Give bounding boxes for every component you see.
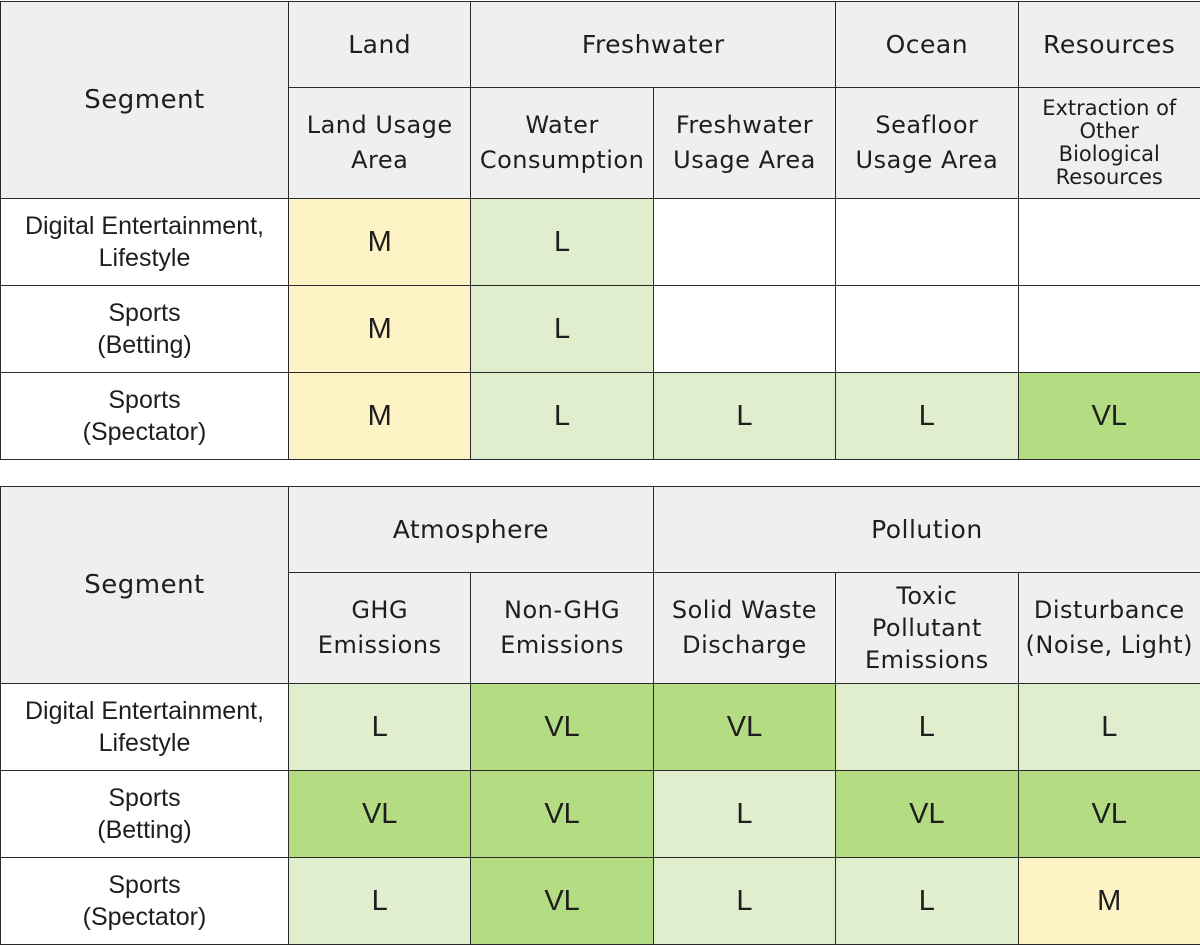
column-header-extraction-biological-resources: Extraction of Other Biological Resources [1017,87,1200,199]
impact-level-cell: L [287,857,472,945]
impact-level-cell: M [287,372,472,460]
segment-header: Segment [0,1,289,199]
table-row: Sports (Spectator) L VL L L M [0,857,1200,945]
column-header-solid-waste-discharge: Solid Waste Discharge [652,572,837,684]
segment-label-sports-betting: Sports (Betting) [0,770,289,858]
impact-level-cell: VL [287,770,472,858]
table-row: Sports (Betting) M L [0,285,1200,373]
column-header-disturbance: Disturbance (Noise, Light) [1017,572,1200,684]
impact-level-cell: L [652,857,837,945]
table-row: Digital Entertainment, Lifestyle L VL VL L L [0,683,1200,771]
segment-label-sports-spectator: Sports (Spectator) [0,857,289,945]
group-header-resources: Resources [1017,1,1200,88]
impact-level-cell [652,285,837,373]
impact-level-cell: L [652,770,837,858]
group-header-pollution: Pollution [652,486,1200,573]
column-header-land-usage-area: Land Usage Area [287,87,472,199]
impact-level-cell: L [652,372,837,460]
impact-level-cell: L [835,857,1019,945]
impact-level-cell [1017,198,1200,286]
segment-label-digital-entertainment-lifestyle: Digital Entertainment, Lifestyle [0,683,289,771]
impact-level-cell: VL [1017,372,1200,460]
impact-level-cell: M [287,198,472,286]
impact-level-cell: VL [835,770,1019,858]
column-header-water-consumption: Water Consumption [470,87,654,199]
impact-level-cell: L [287,683,472,771]
impact-table-atmosphere-pollution: Segment Atmosphere Pollution GHG Emission… [0,486,1200,945]
impact-level-cell: M [1017,857,1200,945]
table-row: Sports (Spectator) M L L L VL [0,372,1200,460]
impact-level-cell [652,198,837,286]
segment-label-sports-betting: Sports (Betting) [0,285,289,373]
impact-level-cell: L [470,285,654,373]
impact-level-cell: VL [470,683,654,771]
impact-level-cell: L [835,372,1019,460]
impact-level-cell: VL [1017,770,1200,858]
impact-level-cell: L [1017,683,1200,771]
impact-level-cell: VL [470,857,654,945]
impact-level-cell: L [835,683,1019,771]
impact-level-cell [1017,285,1200,373]
segment-label-digital-entertainment-lifestyle: Digital Entertainment, Lifestyle [0,198,289,286]
impact-level-cell [835,198,1019,286]
group-header-land: Land [287,1,472,88]
impact-level-cell: M [287,285,472,373]
table-row: Digital Entertainment, Lifestyle M L [0,198,1200,286]
impact-level-cell: L [470,198,654,286]
impact-table-land-water-ocean: Segment Land Freshwater Ocean Resources … [0,1,1200,460]
impact-level-cell: L [470,372,654,460]
group-header-freshwater: Freshwater [470,1,837,88]
column-header-ghg-emissions: GHG Emissions [287,572,472,684]
column-header-non-ghg-emissions: Non-GHG Emissions [470,572,654,684]
impact-level-cell: VL [652,683,837,771]
column-header-toxic-pollutant-emissions: Toxic Pollutant Emissions [835,572,1019,684]
column-header-freshwater-usage-area: Freshwater Usage Area [652,87,837,199]
impact-level-cell: VL [470,770,654,858]
segment-header: Segment [0,486,289,684]
column-header-seafloor-usage-area: Seafloor Usage Area [835,87,1019,199]
impact-level-cell [835,285,1019,373]
table-row: Sports (Betting) VL VL L VL VL [0,770,1200,858]
group-header-ocean: Ocean [835,1,1019,88]
group-header-atmosphere: Atmosphere [288,486,654,573]
segment-label-sports-spectator: Sports (Spectator) [0,372,289,460]
